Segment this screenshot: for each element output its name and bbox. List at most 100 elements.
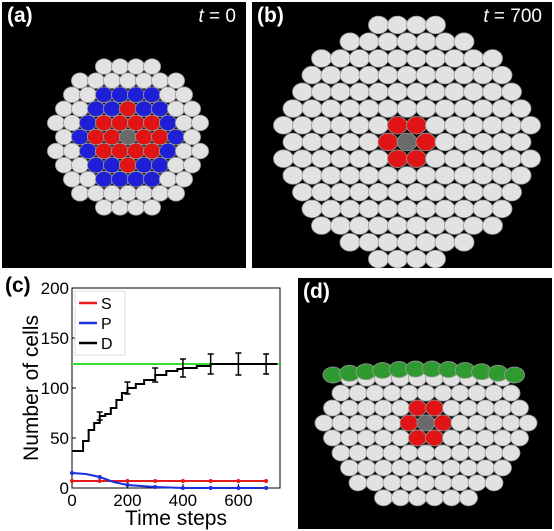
cell [311,216,332,235]
data-point-S [153,479,158,483]
cell [377,132,399,152]
cell [450,384,470,402]
panel-a-time-label: t = 0 [198,6,236,28]
cell [450,474,470,492]
cell [377,166,399,185]
cell [453,99,475,118]
cell [415,65,437,85]
cell [79,142,98,160]
cell [357,459,376,477]
cell [406,49,427,68]
cell [142,171,161,188]
cell [150,100,169,118]
cell [301,132,323,152]
cell [493,459,512,477]
cell [358,233,380,252]
cell [399,414,419,432]
cell [442,429,461,447]
cell [377,199,399,219]
cell [396,32,418,51]
cell [190,114,209,132]
cell [47,142,66,160]
cell [408,429,427,447]
cell [476,429,495,447]
cell [484,384,504,402]
cell [111,58,130,75]
cell [415,199,437,219]
cell [368,15,389,35]
cell [425,182,446,202]
cell [311,49,332,68]
cell [63,114,82,132]
cell [150,156,169,174]
cell [142,58,161,75]
panel-b-time-label: t = 700 [483,6,542,28]
cell [301,199,323,219]
cell [358,32,380,51]
cell [331,444,351,462]
data-point-S [125,479,130,483]
cell [95,114,114,132]
panel-a-tissue-t0: (a) t = 0 [2,2,246,268]
cell [320,65,342,85]
cell [174,114,193,132]
cell [134,128,153,146]
cell [453,233,475,252]
cell [87,156,106,174]
data-point-S [208,479,213,483]
cell [518,414,538,432]
cell [476,459,495,477]
cell [127,142,146,160]
cell [142,199,161,216]
cell [320,166,342,185]
cell [415,233,437,252]
cell [134,100,153,118]
cell [501,414,521,432]
cell [282,99,304,118]
cell [491,132,513,152]
cell [63,142,82,160]
cell [406,216,427,235]
cell [134,72,153,89]
cell [87,185,106,202]
cell [348,474,368,492]
cell [482,182,503,202]
cell [374,489,393,507]
cell [71,128,90,146]
cell [396,166,418,185]
cell [444,116,465,135]
cell [467,474,487,492]
cell [320,99,342,118]
cell [365,474,385,492]
cell [368,182,389,202]
cell [174,171,193,188]
cell [273,149,294,168]
cell [504,366,525,384]
cell [510,166,532,185]
cell [387,216,408,235]
cell [472,132,494,152]
tissue-a-svg [47,58,209,216]
y-tick-label: 100 [41,379,69,398]
cell [339,65,361,85]
cell [150,72,169,89]
cell [406,249,427,268]
cell [87,100,106,118]
panel-a-label: (a) [7,4,33,27]
cell [95,142,114,160]
x-tick-label: 200 [113,491,141,510]
cell [349,149,370,168]
panel-b-time-value: = 700 [488,6,542,27]
cell [425,459,444,477]
cell [349,216,370,235]
cell [391,429,410,447]
cell [358,132,380,152]
cell [47,114,66,132]
cell [396,65,418,85]
cell [142,142,161,160]
cell [425,149,446,168]
cell [365,444,385,462]
cell [453,132,475,152]
cell [282,132,304,152]
cell [399,444,419,462]
